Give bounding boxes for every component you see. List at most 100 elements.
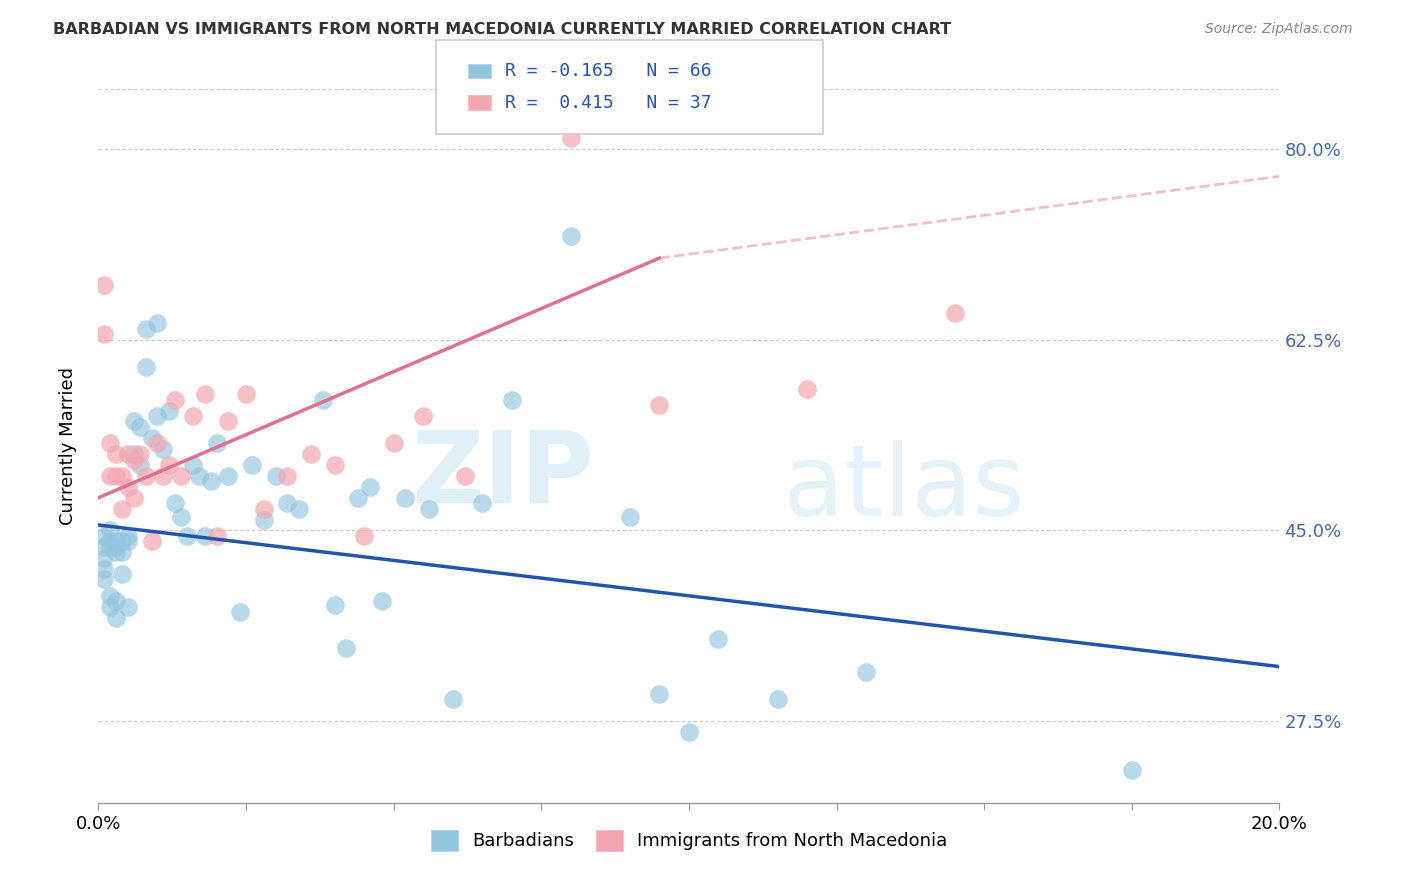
Point — [453, 469, 475, 483]
Point — [128, 458, 150, 472]
Point — [943, 305, 966, 319]
Point — [205, 529, 228, 543]
Point — [122, 415, 145, 429]
Point — [766, 692, 789, 706]
Point — [105, 540, 128, 554]
Point — [353, 529, 375, 543]
Point — [205, 436, 228, 450]
Point — [146, 317, 169, 331]
Y-axis label: Currently Married: Currently Married — [59, 367, 77, 525]
Point — [194, 387, 217, 401]
Point — [111, 469, 134, 483]
Point — [122, 452, 145, 467]
Point — [105, 534, 128, 549]
Point — [98, 436, 121, 450]
Point — [105, 447, 128, 461]
Point — [117, 529, 139, 543]
Point — [111, 567, 134, 582]
Point — [253, 512, 276, 526]
Point — [323, 598, 346, 612]
Text: Source: ZipAtlas.com: Source: ZipAtlas.com — [1205, 22, 1353, 37]
Point — [117, 447, 139, 461]
Point — [98, 534, 121, 549]
Point — [648, 687, 671, 701]
Point — [117, 599, 139, 614]
Point — [359, 480, 381, 494]
Point — [299, 447, 322, 461]
Point — [135, 322, 157, 336]
Point — [648, 398, 671, 412]
Point — [152, 469, 174, 483]
Point — [105, 469, 128, 483]
Point — [176, 529, 198, 543]
Point — [471, 496, 494, 510]
Point — [93, 573, 115, 587]
Point — [146, 409, 169, 423]
Point — [165, 496, 187, 510]
Point — [98, 524, 121, 538]
Point — [264, 469, 287, 483]
Point — [181, 458, 204, 472]
Point — [157, 458, 180, 472]
Point — [141, 534, 163, 549]
Point — [146, 436, 169, 450]
Point — [117, 534, 139, 549]
Point — [560, 229, 582, 244]
Point — [93, 550, 115, 565]
Point — [141, 431, 163, 445]
Point — [796, 382, 818, 396]
Point — [382, 436, 405, 450]
Point — [93, 540, 115, 554]
Point — [200, 475, 222, 489]
Point — [276, 496, 298, 510]
Point — [105, 545, 128, 559]
Point — [122, 491, 145, 505]
Point — [619, 510, 641, 524]
Point — [501, 392, 523, 407]
Point — [111, 501, 134, 516]
Point — [229, 605, 252, 619]
Point — [441, 692, 464, 706]
Point — [117, 480, 139, 494]
Point — [187, 469, 209, 483]
Point — [98, 589, 121, 603]
Legend: Barbadians, Immigrants from North Macedonia: Barbadians, Immigrants from North Macedo… — [423, 822, 955, 858]
Text: BARBADIAN VS IMMIGRANTS FROM NORTH MACEDONIA CURRENTLY MARRIED CORRELATION CHART: BARBADIAN VS IMMIGRANTS FROM NORTH MACED… — [53, 22, 952, 37]
Point — [135, 469, 157, 483]
Point — [170, 510, 193, 524]
Point — [235, 387, 257, 401]
Point — [98, 469, 121, 483]
Point — [135, 359, 157, 374]
Text: ZIP: ZIP — [412, 426, 595, 523]
Point — [93, 327, 115, 342]
Point — [128, 447, 150, 461]
Point — [855, 665, 877, 679]
Point — [152, 442, 174, 456]
Point — [371, 594, 394, 608]
Point — [394, 491, 416, 505]
Point — [312, 392, 335, 407]
Point — [93, 278, 115, 293]
Point — [335, 641, 357, 656]
Point — [98, 540, 121, 554]
Point — [194, 529, 217, 543]
Point — [105, 594, 128, 608]
Point — [157, 403, 180, 417]
Point — [253, 501, 276, 516]
Text: atlas: atlas — [783, 441, 1025, 537]
Point — [181, 409, 204, 423]
Point — [98, 599, 121, 614]
Point — [418, 501, 440, 516]
Point — [288, 501, 311, 516]
Point — [276, 469, 298, 483]
Point — [170, 469, 193, 483]
Point — [105, 610, 128, 624]
Point — [122, 447, 145, 461]
Point — [240, 458, 263, 472]
Point — [347, 491, 370, 505]
Point — [707, 632, 730, 647]
Point — [93, 561, 115, 575]
Point — [111, 534, 134, 549]
Point — [165, 392, 187, 407]
Point — [560, 131, 582, 145]
